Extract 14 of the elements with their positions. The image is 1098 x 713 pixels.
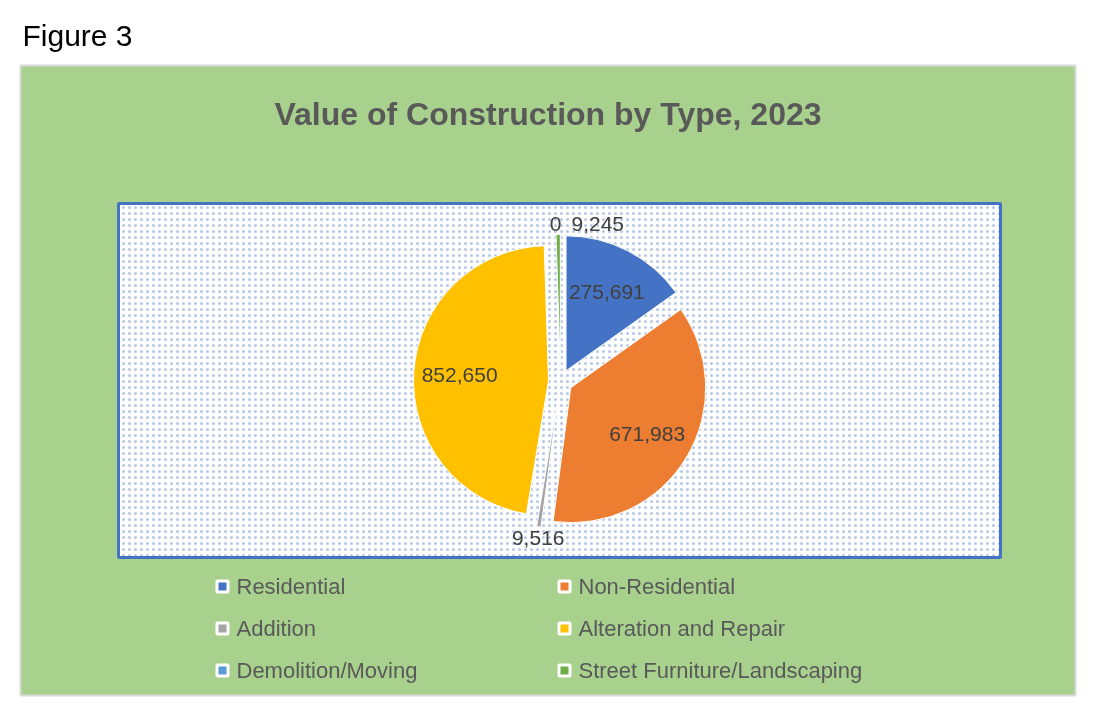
data-label: 9,516 bbox=[511, 525, 565, 549]
caption: Figure 3 bbox=[22, 19, 133, 52]
legend-label: Non-Residential bbox=[578, 574, 736, 599]
legend-label: Addition bbox=[236, 616, 317, 641]
data-label: 275,691 bbox=[568, 279, 645, 303]
legend-label: Street Furniture/Landscaping bbox=[578, 658, 863, 683]
text: 0 bbox=[549, 211, 562, 235]
legend-label: Demolition/Moving bbox=[236, 658, 418, 683]
data-label: 852,650 bbox=[421, 362, 498, 386]
legend-label: Residential bbox=[236, 574, 346, 599]
legend-label: Alteration and Repair bbox=[578, 616, 786, 641]
data-label: 671,983 bbox=[609, 421, 686, 445]
chart-title: Value of Construction by Type, 2023 bbox=[274, 95, 822, 132]
data-label: 9,245 bbox=[571, 211, 625, 235]
